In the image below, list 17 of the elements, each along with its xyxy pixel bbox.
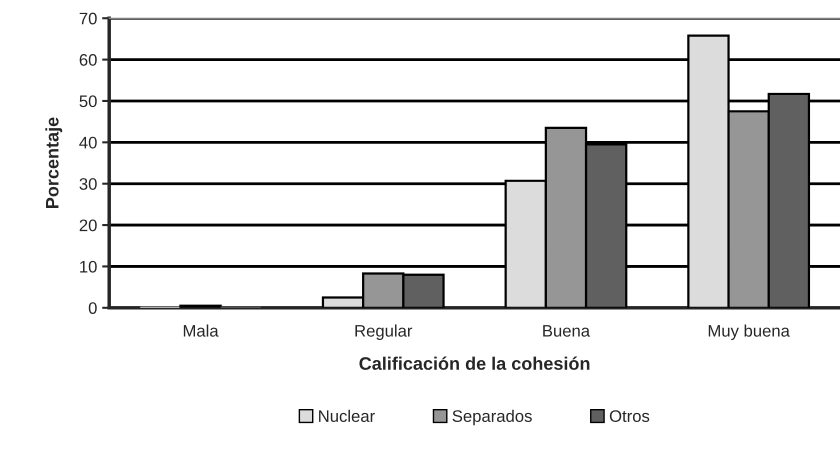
y-tick-label: 0: [88, 302, 97, 314]
legend-label: Separados: [452, 410, 532, 426]
y-tick-label: 60: [80, 54, 97, 66]
x-tick-label: Regular: [355, 324, 412, 340]
y-tick-label: 70: [80, 12, 97, 24]
y-tick-label: 30: [79, 178, 97, 190]
x-axis-title: Calificación de la cohesión: [359, 356, 590, 370]
legend-label: Otros: [610, 410, 650, 422]
legend-label: Nuclear: [319, 410, 375, 422]
y-tick-label: 20: [80, 219, 97, 232]
y-axis-title: Porcentaje: [45, 117, 62, 208]
y-tick-label: 50: [80, 95, 97, 108]
y-tick-label: 40: [79, 136, 97, 149]
x-tick-label: Muy buena: [708, 324, 790, 340]
x-tick-label: Buena: [543, 325, 590, 337]
x-tick-label: Mala: [184, 324, 219, 337]
y-tick-label: 10: [80, 260, 97, 273]
